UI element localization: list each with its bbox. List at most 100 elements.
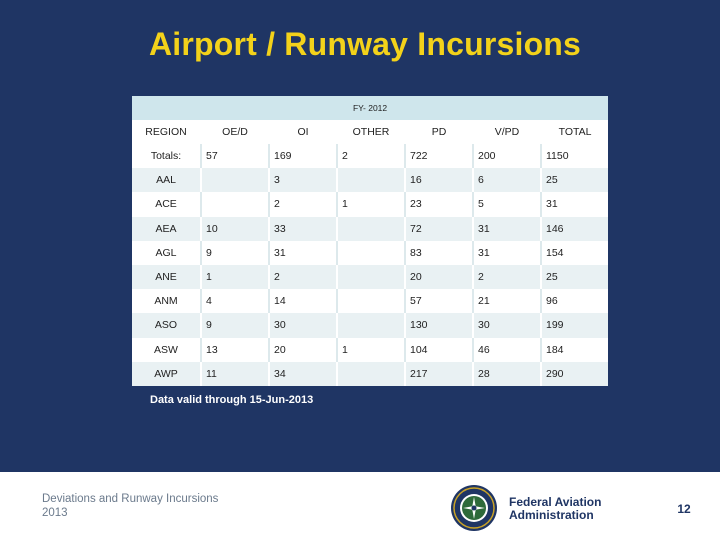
slide-title: Airport / Runway Incursions	[148, 26, 582, 62]
region-cell: 20	[268, 337, 336, 362]
period-row: FY- 2012	[132, 96, 609, 120]
region-cell: 1	[336, 192, 404, 217]
region-row: AWP 11 34 217 28 290	[132, 361, 609, 386]
region-cell: 23	[404, 192, 472, 217]
region-cell: 30	[268, 313, 336, 338]
region-cell: 2	[268, 264, 336, 290]
region-cell	[336, 264, 404, 290]
agency-line-2: Administration	[509, 507, 594, 522]
column-header: PD	[404, 120, 472, 144]
region-cell: 20	[404, 264, 472, 290]
region-cell	[336, 240, 404, 265]
region-cell	[336, 289, 404, 314]
header-row: REGION OE/D OI OTHER PD V/PD TOTAL	[132, 120, 609, 144]
region-cell: 11	[200, 361, 268, 386]
region-cell: 31	[268, 240, 336, 265]
region-cell: 30	[472, 313, 540, 338]
data-validity-note: Data valid through 15-Jun-2013	[150, 394, 314, 406]
region-name: AGL	[132, 240, 200, 265]
region-cell: 33	[268, 216, 336, 241]
region-row: ANM 4 14 57 21 96	[132, 289, 609, 314]
region-cell: 130	[404, 313, 472, 338]
region-cell: 1	[336, 337, 404, 362]
region-name: ASO	[132, 313, 200, 338]
region-cell: 199	[540, 313, 609, 338]
region-cell: 217	[404, 361, 472, 386]
region-name: ACE	[132, 192, 200, 217]
region-cell: 154	[540, 240, 609, 265]
totals-cell: 200	[472, 144, 540, 169]
region-row: ASO 9 30 130 30 199	[132, 313, 609, 338]
faa-seal-icon	[451, 485, 497, 531]
region-cell	[200, 192, 268, 217]
region-name: AEA	[132, 216, 200, 241]
region-cell: 31	[472, 216, 540, 241]
region-row: AAL 3 16 6 25	[132, 168, 609, 193]
region-cell: 28	[472, 361, 540, 386]
column-header: OE/D	[200, 120, 268, 144]
region-cell	[336, 216, 404, 241]
region-cell: 9	[200, 313, 268, 338]
column-header: REGION	[132, 120, 200, 144]
totals-cell: 722	[404, 144, 472, 169]
region-cell	[336, 361, 404, 386]
region-cell: 3	[268, 168, 336, 193]
region-name: AWP	[132, 361, 200, 386]
region-cell: 2	[472, 264, 540, 290]
agency-line-1: Federal Aviation	[509, 495, 602, 509]
region-cell: 83	[404, 240, 472, 265]
page-number: 12	[677, 502, 691, 516]
region-cell: 21	[472, 289, 540, 314]
region-cell: 34	[268, 361, 336, 386]
agency-name: Federal Aviation Administration	[509, 496, 601, 521]
region-cell: 6	[472, 168, 540, 193]
region-cell: 57	[404, 289, 472, 314]
presentation-year: 2013	[42, 507, 68, 519]
region-row: AEA 10 33 72 31 146	[132, 216, 609, 241]
region-cell: 96	[540, 289, 609, 314]
column-header: OI	[268, 120, 336, 144]
column-header: V/PD	[472, 120, 540, 144]
region-cell: 46	[472, 337, 540, 362]
region-cell: 31	[540, 192, 609, 217]
region-cell: 2	[268, 192, 336, 217]
region-cell: 1	[200, 264, 268, 290]
totals-row: Totals: 57 169 2 722 200 1150	[132, 144, 609, 169]
region-name: AAL	[132, 168, 200, 193]
region-cell: 10	[200, 216, 268, 241]
region-name: ANE	[132, 264, 200, 290]
region-row: ASW 13 20 1 104 46 184	[132, 337, 609, 362]
region-cell	[200, 168, 268, 193]
region-row: ACE 2 1 23 5 31	[132, 192, 609, 217]
region-cell: 9	[200, 240, 268, 265]
region-cell: 5	[472, 192, 540, 217]
region-cell: 4	[200, 289, 268, 314]
region-cell: 25	[540, 168, 609, 193]
region-cell	[336, 313, 404, 338]
column-header: TOTAL	[540, 120, 609, 144]
period-label: FY- 2012	[132, 96, 609, 120]
region-cell: 16	[404, 168, 472, 193]
region-row: AGL 9 31 83 31 154	[132, 240, 609, 265]
region-cell: 104	[404, 337, 472, 362]
region-cell: 31	[472, 240, 540, 265]
region-cell: 184	[540, 337, 609, 362]
footer-bar: Deviations and Runway Incursions 2013 Fe…	[0, 472, 720, 540]
region-cell: 25	[540, 264, 609, 290]
region-row: ANE 1 2 20 2 25	[132, 264, 609, 290]
totals-cell: 1150	[540, 144, 609, 169]
region-cell	[336, 168, 404, 193]
totals-cell: 57	[200, 144, 268, 169]
column-header: OTHER	[336, 120, 404, 144]
region-cell: 146	[540, 216, 609, 241]
presentation-info: Deviations and Runway Incursions 2013	[42, 492, 218, 520]
totals-label: Totals:	[132, 144, 200, 169]
presentation-title: Deviations and Runway Incursions	[42, 493, 219, 505]
incursions-table: FY- 2012 REGION OE/D OI OTHER PD V/PD TOTAL To…	[132, 96, 609, 386]
region-cell: 13	[200, 337, 268, 362]
region-cell: 72	[404, 216, 472, 241]
region-name: ANM	[132, 289, 200, 314]
totals-cell: 2	[336, 144, 404, 169]
region-cell: 290	[540, 361, 609, 386]
totals-cell: 169	[268, 144, 336, 169]
